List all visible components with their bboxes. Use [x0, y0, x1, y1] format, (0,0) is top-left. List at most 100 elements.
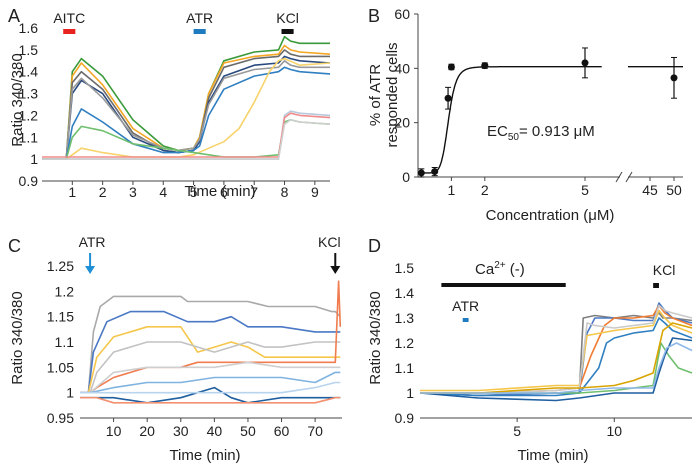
panel-c-trace-cell-3	[80, 325, 341, 394]
panel-b-x-tick-label: 2	[481, 182, 489, 198]
panel-b-data-point-0	[417, 169, 425, 177]
panel-b-y-tick-label: 40	[394, 60, 410, 76]
panel-a-x-tick-label: 9	[311, 184, 319, 200]
panel-d-trace-cell-7	[419, 337, 693, 402]
panel-b-data-point-4	[481, 62, 489, 70]
panel-d-kcl-bar	[653, 283, 659, 288]
panel-a-xlabel: Time (min)	[184, 183, 255, 200]
panel-c-x-tick-label: 10	[106, 423, 122, 439]
panel-a-y-tick-label: 1.5	[19, 42, 39, 58]
panel-a-x-tick-label: 6	[220, 184, 228, 200]
panel-d-y-tick-label: 1	[406, 385, 414, 401]
panel-a-stim-label-0: AITC	[53, 10, 85, 26]
panel-a-y-tick-label: 1.1	[19, 129, 39, 145]
panel-d-trace-cell-4	[420, 309, 693, 392]
panel-a-stim-label-2: KCl	[276, 10, 299, 26]
panel-a-trace-cell-10	[42, 112, 331, 158]
panel-d-y-tick-label: 1.3	[395, 310, 415, 326]
panel-c-x-tick-label: 30	[173, 423, 189, 439]
panel-d-ylabel: Ratio 340/380	[367, 291, 384, 384]
panel-c-x-tick-label: 40	[207, 423, 223, 439]
panel-d-trace-cell-2	[419, 302, 693, 397]
panel-b-y-tick-label: 0	[402, 169, 410, 185]
panel-d-y-tick-label: 0.9	[395, 410, 415, 426]
panel-c-stim-label-1: KCl	[318, 234, 341, 250]
panel-c-y-tick-label: 1	[66, 385, 74, 401]
panel-b-data-point-6	[670, 74, 678, 82]
panel-d-atr-label: ATR	[452, 298, 479, 314]
panel-d-trace-cell-9	[420, 322, 693, 394]
panel-a-trace-cell-11	[42, 119, 331, 160]
panel-c-y-tick-label: 1.1	[55, 334, 75, 350]
panel-c-trace-cell-7	[80, 371, 341, 394]
panel-b-data-point-5	[581, 59, 589, 67]
panel-b-ylabel-line2: responded cells	[384, 42, 401, 147]
panel-label-d: D	[368, 236, 381, 256]
panel-c-trace-cell-1	[80, 295, 341, 394]
panel-a-stim-label-1: ATR	[186, 10, 213, 26]
panel-label-b: B	[368, 6, 380, 26]
panel-c-trace-cell-10	[80, 381, 341, 394]
panel-d-kcl-label: KCl	[653, 262, 676, 278]
panel-c-trace-cell-9	[80, 396, 341, 404]
panel-b-y-tick-label: 60	[394, 6, 410, 22]
panel-a-x-tick-label: 8	[281, 184, 289, 200]
panel-c-trace-cell-4	[80, 341, 341, 394]
panel-c-y-tick-label: 1.25	[47, 258, 74, 274]
panel-b-axis-break	[615, 171, 623, 183]
panel-b-ylabel-line1: % of ATR	[367, 64, 384, 126]
panel-b-x-tick-label: 50	[666, 182, 682, 198]
panel-c-y-tick-label: 1.2	[55, 283, 75, 299]
panel-c-x-tick-label: 20	[139, 423, 155, 439]
panel-a-x-tick-label: 4	[159, 184, 167, 200]
panel-d-y-tick-label: 1.2	[395, 335, 415, 351]
panel-c-x-tick-label: 70	[307, 423, 323, 439]
panel-d-y-tick-label: 1.4	[395, 285, 415, 301]
panel-c-trace-cell-2	[80, 310, 341, 394]
panel-a-x-tick-label: 5	[190, 184, 198, 200]
panel-a-y-tick-label: 1.2	[19, 107, 39, 123]
panel-a-stim-bar-2	[281, 29, 294, 34]
panel-c-trace-cell-5	[80, 280, 342, 394]
panel-b-data-point-3	[447, 63, 455, 71]
panel-a-stim-bar-1	[193, 29, 206, 34]
panel-d-trace-cell-5	[419, 317, 693, 397]
panel-a-y-tick-label: 1.6	[19, 20, 39, 36]
panel-b-xlabel: Concentration (μM)	[486, 207, 615, 224]
panel-c-ylabel: Ratio 340/380	[9, 291, 26, 384]
panel-d-trace-cell-3	[420, 304, 693, 394]
panel-a-trace-cell-6	[42, 66, 331, 160]
panel-d-y-tick-label: 1.5	[395, 260, 415, 276]
panel-a-trace-cell-5	[42, 59, 330, 160]
panel-b-x-tick-label: 45	[642, 182, 658, 198]
panel-d-ca-free-label: Ca2+ (-)	[475, 260, 525, 278]
panel-c-x-tick-label: 60	[274, 423, 290, 439]
panel-label-a: A	[8, 6, 20, 26]
panel-d-trace-cell-8	[420, 304, 693, 394]
panel-d-x-tick-label: 5	[513, 423, 521, 439]
panel-a-trace-cell-4	[42, 55, 331, 160]
panel-a-y-tick-label: 1.3	[19, 86, 39, 102]
panel-d-x-tick-label: 10	[606, 423, 622, 439]
panel-a-x-tick-label: 2	[99, 184, 107, 200]
panel-d-atr-bar	[462, 318, 469, 322]
panel-label-c: C	[8, 236, 21, 256]
panel-a-y-tick-label: 1	[30, 151, 38, 167]
panel-d-xlabel: Time (min)	[517, 447, 588, 464]
panel-b-data-point-2	[444, 94, 452, 102]
panel-b-axis-break	[625, 171, 633, 183]
panel-d-ca-free-bar	[441, 283, 566, 287]
panel-b-x-tick-label: 1	[448, 182, 456, 198]
panel-a-stim-bar-0	[63, 29, 76, 34]
panel-d-trace-cell-10	[420, 342, 693, 394]
panel-b-y-tick-label: 20	[394, 115, 410, 131]
panel-a-trace-cell-1	[42, 35, 330, 160]
panel-c-x-tick-label: 50	[240, 423, 256, 439]
panel-b-data-point-1	[431, 168, 439, 176]
panel-c-y-tick-label: 1.15	[47, 309, 74, 325]
panel-c-y-tick-label: 0.95	[47, 410, 74, 426]
panel-a-x-tick-label: 1	[68, 184, 76, 200]
panel-a-ylabel: Ratio 340/380	[9, 53, 26, 146]
panel-a-x-tick-label: 3	[129, 184, 137, 200]
